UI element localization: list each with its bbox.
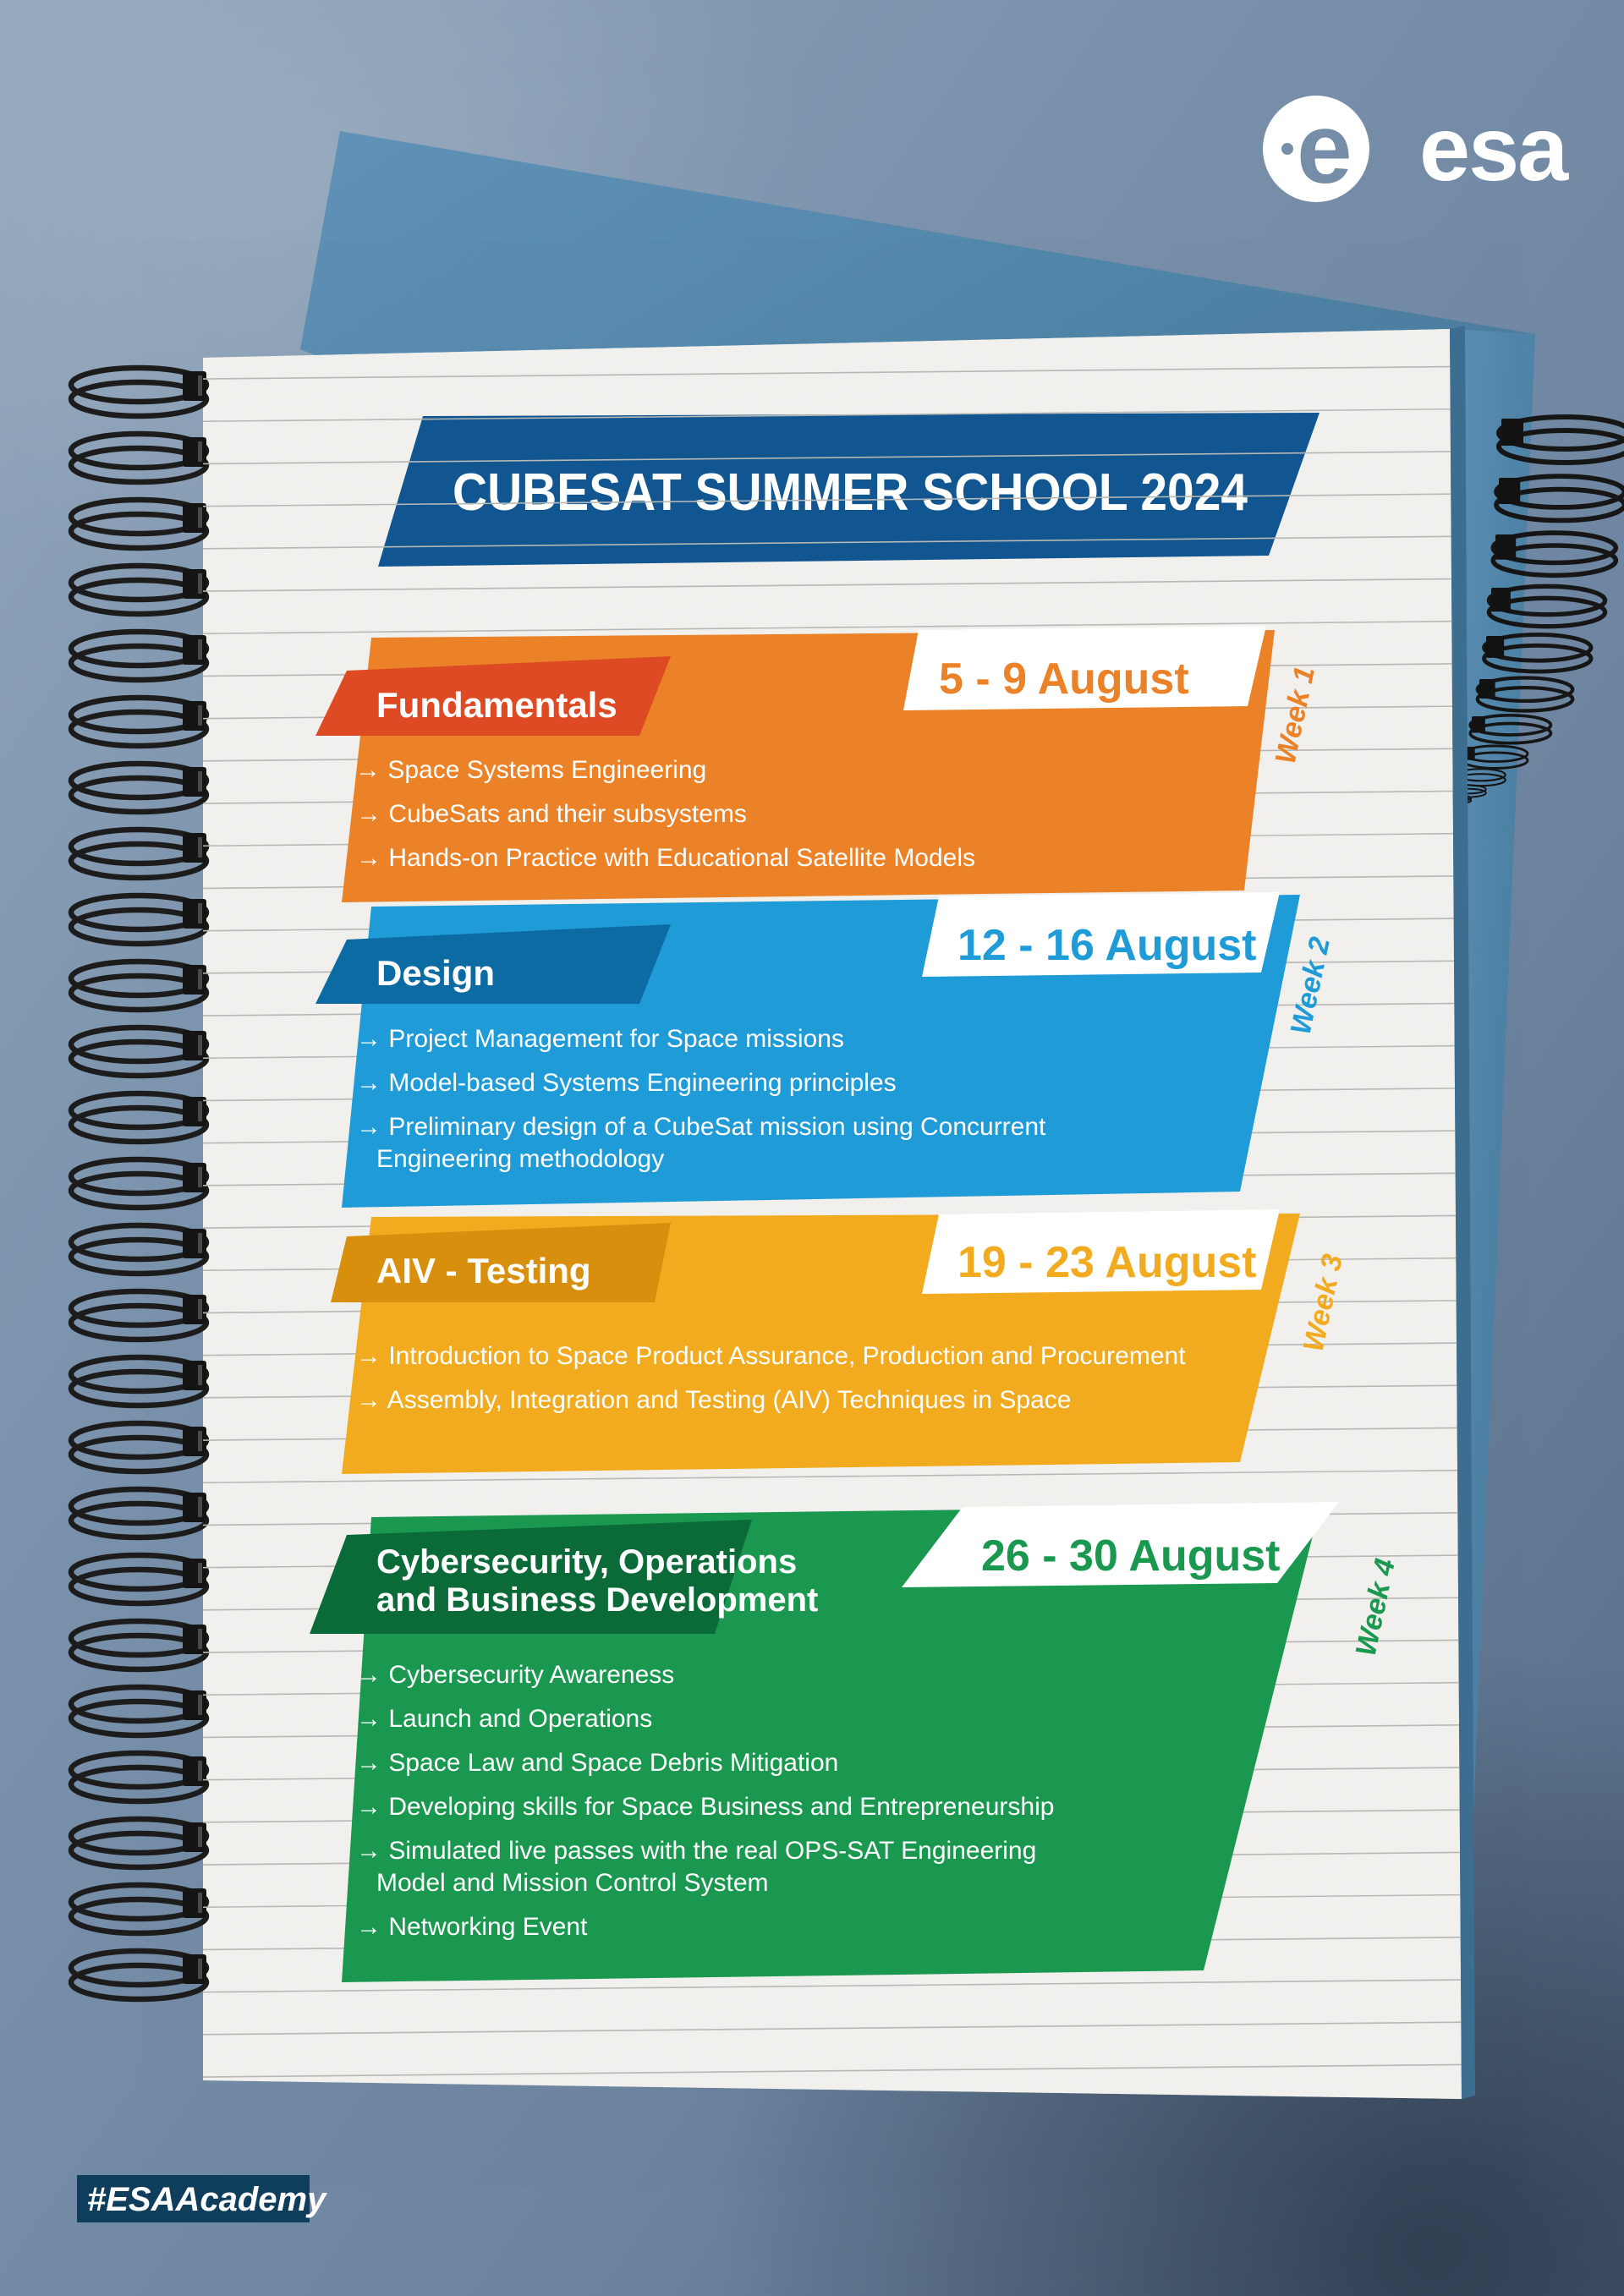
svg-text:Design: Design	[376, 953, 495, 993]
svg-text:→ Space Systems Engineering: → Space Systems Engineering	[355, 756, 706, 784]
svg-text:→ Cybersecurity Awareness: → Cybersecurity Awareness	[356, 1661, 674, 1689]
svg-text:26 - 30 August: 26 - 30 August	[981, 1532, 1281, 1581]
svg-text:esa: esa	[1419, 97, 1569, 200]
svg-text:→ Hands-on Practice with Educa: → Hands-on Practice with Educational Sat…	[356, 844, 975, 872]
svg-text:→ Introduction to Space Produc: → Introduction to Space Product Assuranc…	[356, 1342, 1186, 1370]
svg-text:→ Launch and Operations: → Launch and Operations	[356, 1705, 652, 1733]
svg-text:→ Preliminary design of a Cube: → Preliminary design of a CubeSat missio…	[356, 1113, 1046, 1141]
svg-text:12 - 16 August: 12 - 16 August	[957, 921, 1257, 970]
svg-text:Model and Mission Control Syst: Model and Mission Control System	[376, 1869, 769, 1897]
svg-text:19 - 23 August: 19 - 23 August	[957, 1238, 1257, 1287]
svg-text:→ CubeSats and their subsystem: → CubeSats and their subsystems	[356, 800, 747, 828]
svg-text:→ Assembly, Integration and Te: → Assembly, Integration and Testing (AIV…	[356, 1386, 1071, 1414]
svg-text:→ Networking Event: → Networking Event	[356, 1913, 588, 1941]
svg-text:AIV - Testing: AIV - Testing	[376, 1251, 591, 1290]
svg-text:→ Project Management for Space: → Project Management for Space missions	[356, 1025, 844, 1053]
svg-text:→ Simulated live passes with t: → Simulated live passes with the real OP…	[356, 1837, 1036, 1865]
svg-text:Engineering methodology: Engineering methodology	[376, 1145, 664, 1173]
svg-text:Cybersecurity, Operations: Cybersecurity, Operations	[376, 1543, 797, 1581]
svg-text:5 - 9 August: 5 - 9 August	[939, 655, 1189, 704]
svg-text:Fundamentals: Fundamentals	[376, 685, 617, 725]
svg-text:#ESAAcademy: #ESAAcademy	[87, 2181, 327, 2218]
svg-text:→ Space Law and Space Debris M: → Space Law and Space Debris Mitigation	[356, 1749, 838, 1777]
svg-text:CUBESAT SUMMER SCHOOL 2024: CUBESAT SUMMER SCHOOL 2024	[453, 463, 1248, 522]
svg-text:and Business Development: and Business Development	[376, 1581, 818, 1619]
svg-text:→ Model-based Systems Engineer: → Model-based Systems Engineering princi…	[356, 1069, 897, 1097]
svg-text:→ Developing skills for Space: → Developing skills for Space Business a…	[356, 1793, 1054, 1821]
